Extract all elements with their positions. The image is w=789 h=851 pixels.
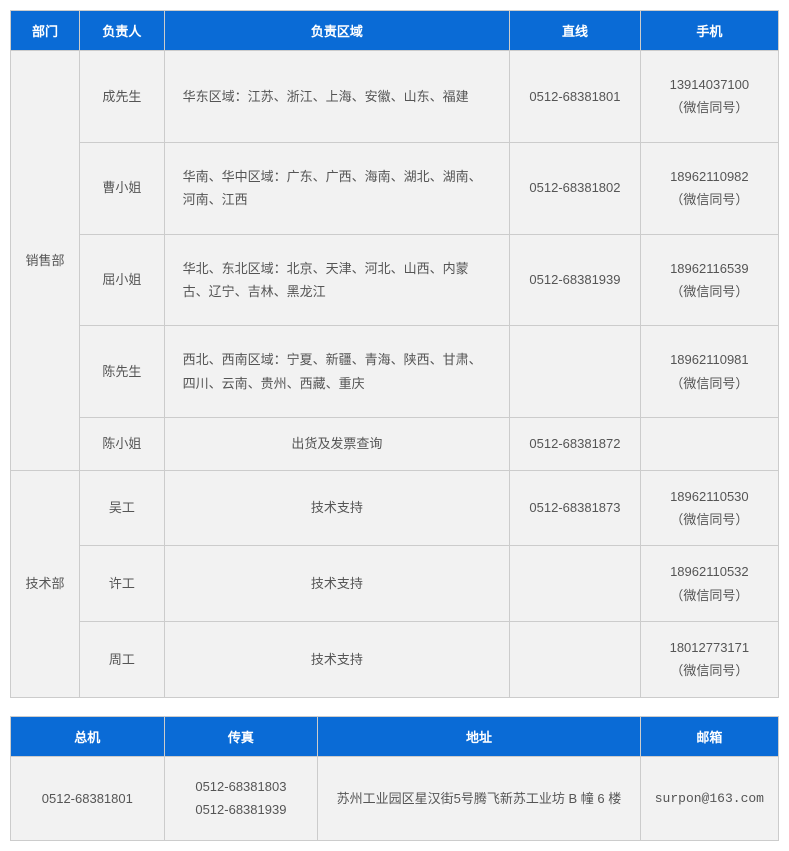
dept-cell: 技术部: [11, 470, 80, 697]
col-header: 手机: [640, 11, 778, 51]
tel-cell: [510, 326, 641, 418]
col-header: 总机: [11, 716, 165, 756]
tel-cell: [510, 546, 641, 622]
mobile-cell: 13914037100（微信同号）: [640, 51, 778, 143]
mobile-cell: 18962110982（微信同号）: [640, 142, 778, 234]
tel-cell: 0512-68381802: [510, 142, 641, 234]
region-cell: 华东区域：江苏、浙江、上海、安徽、山东、福建: [164, 51, 510, 143]
mobile-cell: 18962110530（微信同号）: [640, 470, 778, 546]
region-cell: 华北、东北区域：北京、天津、河北、山西、内蒙古、辽宁、吉林、黑龙江: [164, 234, 510, 326]
region-cell: 技术支持: [164, 470, 510, 546]
person-cell: 周工: [80, 622, 164, 698]
fax-cell: 0512-683818030512-68381939: [164, 756, 318, 840]
col-header: 传真: [164, 716, 318, 756]
tel-cell: 0512-68381939: [510, 234, 641, 326]
person-cell: 许工: [80, 546, 164, 622]
person-cell: 吴工: [80, 470, 164, 546]
region-cell: 西北、西南区域：宁夏、新疆、青海、陕西、甘肃、四川、云南、贵州、西藏、重庆: [164, 326, 510, 418]
col-header: 直线: [510, 11, 641, 51]
mobile-cell: [640, 418, 778, 470]
region-cell: 技术支持: [164, 546, 510, 622]
dept-cell: 销售部: [11, 51, 80, 471]
tel-cell: 0512-68381801: [510, 51, 641, 143]
person-cell: 陈小姐: [80, 418, 164, 470]
tel-cell: 0512-68381872: [510, 418, 641, 470]
mobile-cell: 18962110981（微信同号）: [640, 326, 778, 418]
person-cell: 曹小姐: [80, 142, 164, 234]
address-cell: 苏州工业园区星汉街5号腾飞新苏工业坊 B 幢 6 楼: [318, 756, 641, 840]
person-cell: 成先生: [80, 51, 164, 143]
company-info-table: 总机传真地址邮箱 0512-68381801 0512-683818030512…: [10, 716, 779, 841]
main-tel-cell: 0512-68381801: [11, 756, 165, 840]
person-cell: 屈小姐: [80, 234, 164, 326]
mobile-cell: 18962110532（微信同号）: [640, 546, 778, 622]
person-cell: 陈先生: [80, 326, 164, 418]
col-header: 负责区域: [164, 11, 510, 51]
region-cell: 华南、华中区域：广东、广西、海南、湖北、湖南、河南、江西: [164, 142, 510, 234]
tel-cell: 0512-68381873: [510, 470, 641, 546]
col-header: 部门: [11, 11, 80, 51]
col-header: 地址: [318, 716, 641, 756]
contact-table: 部门负责人负责区域直线手机 销售部成先生华东区域：江苏、浙江、上海、安徽、山东、…: [10, 10, 779, 698]
region-cell: 出货及发票查询: [164, 418, 510, 470]
region-cell: 技术支持: [164, 622, 510, 698]
tel-cell: [510, 622, 641, 698]
col-header: 负责人: [80, 11, 164, 51]
mobile-cell: 18012773171（微信同号）: [640, 622, 778, 698]
col-header: 邮箱: [640, 716, 778, 756]
email-cell: surpon@163.com: [640, 756, 778, 840]
mobile-cell: 18962116539（微信同号）: [640, 234, 778, 326]
